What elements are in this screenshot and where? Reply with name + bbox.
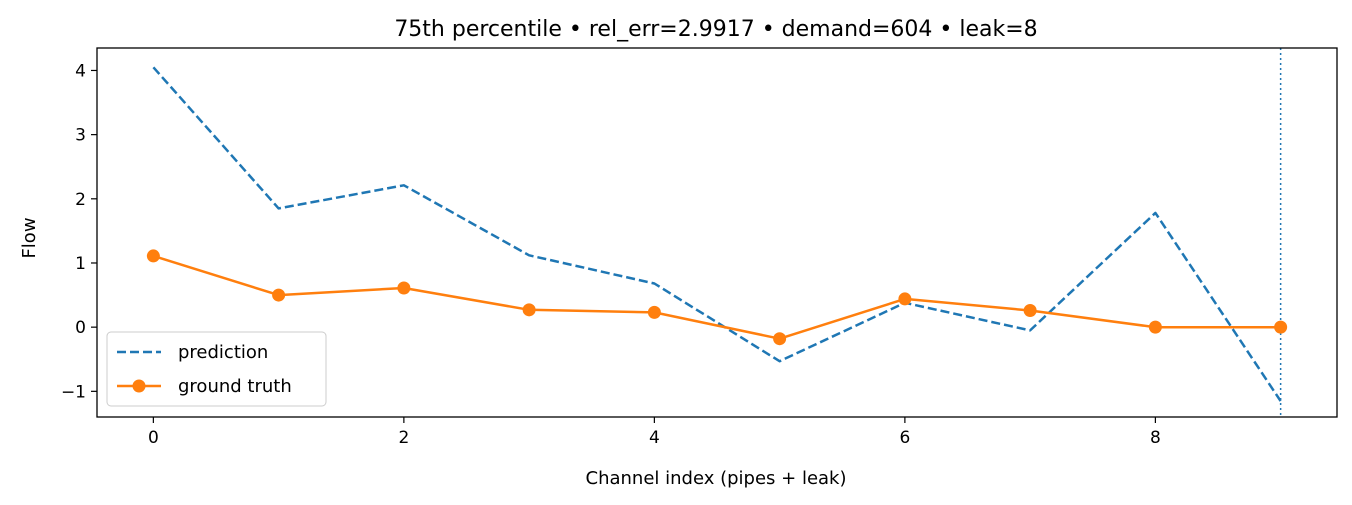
data-point-ground-truth bbox=[146, 249, 160, 263]
plot-frame bbox=[96, 47, 1338, 418]
data-point-ground-truth bbox=[1148, 320, 1162, 334]
y-tick-label: 1 bbox=[75, 254, 86, 274]
data-point-ground-truth bbox=[1023, 303, 1037, 317]
data-point-ground-truth bbox=[773, 332, 787, 346]
plot-area bbox=[146, 48, 1288, 417]
x-tick-label: 8 bbox=[1150, 428, 1161, 448]
legend-box bbox=[106, 331, 327, 407]
data-point-ground-truth bbox=[522, 303, 536, 317]
legend: prediction ground truth bbox=[106, 331, 327, 407]
chart-title: 75th percentile • rel_err=2.9917 • deman… bbox=[394, 17, 1037, 42]
data-point-ground-truth bbox=[272, 288, 286, 302]
y-axis-label: Flow bbox=[19, 217, 40, 258]
y-tick-label: 0 bbox=[75, 318, 86, 338]
data-point-ground-truth bbox=[1274, 320, 1288, 334]
x-tick-label: 4 bbox=[649, 428, 660, 448]
x-axis-label: Channel index (pipes + leak) bbox=[586, 468, 847, 489]
series-line-ground-truth bbox=[153, 254, 1281, 340]
legend-label-prediction: prediction bbox=[178, 342, 268, 363]
x-tick-label: 2 bbox=[398, 428, 409, 448]
legend-marker-ground-truth bbox=[132, 379, 146, 393]
y-tick-label: −1 bbox=[61, 382, 86, 402]
x-tick-label: 6 bbox=[899, 428, 910, 448]
x-axis: 0 2 4 6 8 bbox=[148, 417, 1161, 448]
legend-label-ground-truth: ground truth bbox=[178, 376, 292, 397]
y-tick-label: 3 bbox=[75, 126, 86, 146]
data-point-ground-truth bbox=[647, 305, 661, 319]
y-tick-label: 4 bbox=[75, 61, 86, 81]
x-tick-label: 0 bbox=[148, 428, 159, 448]
data-point-ground-truth bbox=[898, 292, 912, 306]
y-axis: −1 0 1 2 3 4 bbox=[61, 61, 97, 402]
data-point-ground-truth bbox=[397, 281, 411, 295]
y-tick-label: 2 bbox=[75, 190, 86, 210]
series-line-prediction bbox=[152, 66, 1282, 402]
